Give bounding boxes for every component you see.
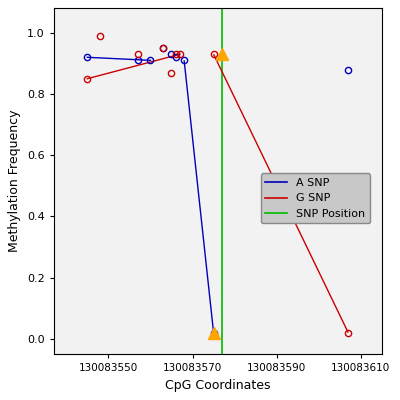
Legend: A SNP, G SNP, SNP Position: A SNP, G SNP, SNP Position bbox=[261, 174, 370, 224]
Y-axis label: Methylation Frequency: Methylation Frequency bbox=[8, 110, 21, 252]
X-axis label: CpG Coordinates: CpG Coordinates bbox=[165, 379, 270, 392]
